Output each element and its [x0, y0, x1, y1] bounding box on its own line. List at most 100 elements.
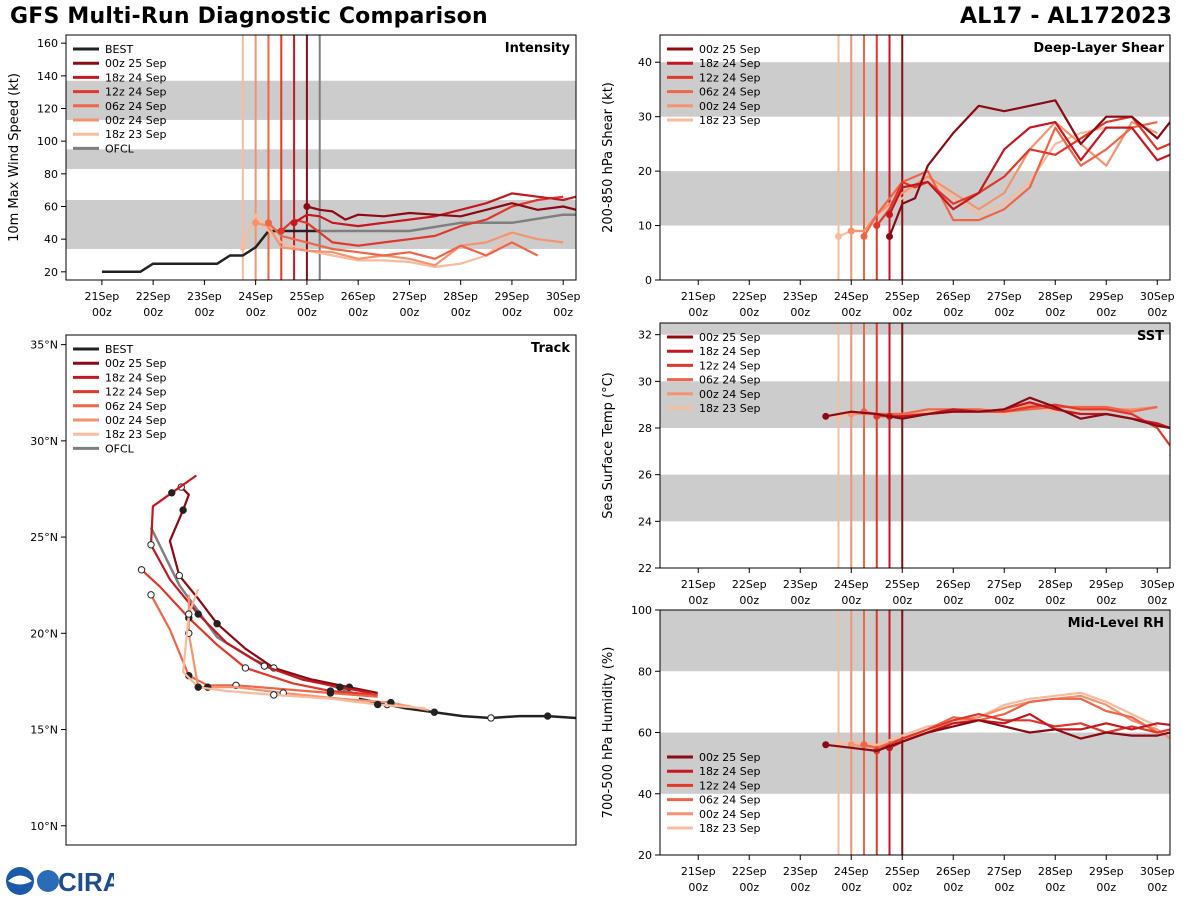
y-tick-label: 20	[638, 165, 652, 178]
x-tick-label: 27Sep	[987, 290, 1022, 303]
x-tick-label: 21Sep	[681, 578, 716, 591]
x-tick-label: 26Sep	[936, 578, 971, 591]
x-tick-label: 30Sep	[1140, 578, 1175, 591]
panel-title: Deep-Layer Shear	[1033, 41, 1164, 56]
legend-label: 18z 24 Sep	[105, 71, 167, 84]
globe-icon	[37, 870, 59, 892]
init-point	[860, 741, 868, 749]
y-tick-label: 22	[638, 562, 652, 575]
x-tick-label: 25Sep	[885, 865, 920, 878]
x-tick-label: 29Sep	[1089, 865, 1124, 878]
panel-sst: 22 24 26 28 30 32 21Sep 00z 22Sep 00z 23Sep 00z 24Se…	[601, 322, 1175, 607]
x-tick-label: 26Sep	[341, 290, 376, 303]
init-point	[303, 203, 311, 210]
y-tick-label: 60	[638, 727, 652, 740]
x-tick-label: 25Sep	[885, 290, 920, 303]
y-axis-label: Sea Surface Temp (°C)	[601, 372, 616, 519]
track-position-marker	[373, 700, 382, 709]
legend-label: 06z 24 Sep	[699, 794, 761, 807]
y-tick-label: 35°N	[30, 339, 58, 352]
x-tick-label: 25Sep	[885, 578, 920, 591]
x-tick-label: 23Sep	[783, 290, 818, 303]
threshold-band	[66, 80, 576, 120]
x-tick-sublabel: 00z	[297, 306, 317, 319]
y-tick-label: 120	[37, 103, 58, 116]
x-tick-label: 30Sep	[1140, 865, 1175, 878]
y-tick-label: 60	[44, 201, 58, 214]
page-title: GFS Multi-Run Diagnostic Comparison	[10, 4, 488, 29]
x-tick-label: 26Sep	[936, 865, 971, 878]
y-tick-label: 0	[645, 274, 652, 287]
x-tick-sublabel: 00z	[1096, 881, 1116, 894]
legend-label: OFCL	[105, 142, 135, 155]
track-position-marker	[241, 664, 250, 672]
x-tick-label: 22Sep	[732, 290, 767, 303]
panel-rh: 20 40 60 80 100 21Sep 00z 22Sep 00z 23Sep 00z 24Sep…	[601, 604, 1175, 894]
panel-title: Mid-Level RH	[1068, 616, 1164, 631]
x-tick-sublabel: 00z	[790, 594, 810, 607]
init-point	[860, 232, 868, 240]
y-tick-label: 20°N	[30, 627, 58, 640]
legend-label: 18z 24 Sep	[699, 57, 761, 70]
x-tick-sublabel: 00z	[994, 594, 1014, 607]
init-point	[264, 219, 272, 227]
y-tick-label: 80	[638, 665, 652, 678]
x-tick-label: 21Sep	[85, 290, 120, 303]
legend-label: 00z 24 Sep	[105, 414, 167, 427]
x-tick-sublabel: 00z	[1147, 881, 1167, 894]
legend-label: 00z 25 Sep	[699, 331, 761, 344]
x-tick-sublabel: 00z	[841, 306, 861, 319]
x-tick-label: 28Sep	[1038, 578, 1073, 591]
x-tick-label: 27Sep	[987, 865, 1022, 878]
x-tick-label: 24Sep	[834, 578, 869, 591]
track-position-marker	[270, 691, 278, 699]
x-tick-sublabel: 00z	[739, 306, 759, 319]
y-tick-label: 28	[638, 422, 652, 435]
legend-label: 00z 25 Sep	[699, 751, 761, 764]
track-position-marker	[179, 506, 187, 514]
x-tick-label: 29Sep	[495, 290, 530, 303]
legend-label: 18z 24 Sep	[699, 345, 761, 358]
x-tick-label: 25Sep	[290, 290, 325, 303]
panel-intensity: 20 40 60 80 100 120 140 160 21Sep 00z 22Sep 00z 23Se…	[7, 34, 581, 319]
panel-frame	[65, 34, 577, 281]
threshold-band	[660, 381, 1170, 428]
track-position-marker	[175, 571, 184, 580]
x-tick-sublabel: 00z	[502, 306, 522, 319]
legend-label: 00z 24 Sep	[699, 808, 761, 821]
track-position-marker	[213, 619, 221, 628]
x-tick-sublabel: 00z	[92, 306, 112, 319]
x-tick-label: 24Sep	[238, 290, 273, 303]
panel-title: Track	[531, 341, 570, 356]
init-point	[822, 741, 830, 749]
y-tick-label: 140	[37, 70, 58, 83]
legend-label: 12z 24 Sep	[105, 386, 167, 399]
x-tick-label: 28Sep	[443, 290, 478, 303]
x-tick-sublabel: 00z	[790, 881, 810, 894]
x-tick-sublabel: 00z	[1096, 594, 1116, 607]
legend-label: 06z 24 Sep	[105, 100, 167, 113]
plot-area	[137, 474, 576, 722]
y-tick-label: 24	[638, 515, 652, 528]
legend-label: 12z 24 Sep	[699, 779, 761, 792]
x-tick-label: 29Sep	[1089, 290, 1124, 303]
series-line-12z-24-sep	[140, 568, 378, 696]
series-line-18z-23-sep	[838, 691, 1158, 746]
series-line-06z-24-sep	[267, 222, 539, 260]
series-line-00z-25-sep	[306, 202, 576, 221]
x-tick-sublabel: 00z	[688, 306, 708, 319]
x-tick-sublabel: 00z	[943, 306, 963, 319]
y-axis-label: 700-500 hPa Humidity (%)	[601, 647, 616, 819]
legend-label: 12z 24 Sep	[699, 71, 761, 84]
legend-label: 12z 24 Sep	[105, 86, 167, 99]
series-line-00z-25-sep	[888, 99, 1170, 237]
track-position-marker	[326, 689, 335, 697]
legend-label: 18z 24 Sep	[699, 765, 761, 778]
x-tick-sublabel: 00z	[892, 594, 912, 607]
x-tick-sublabel: 00z	[994, 306, 1014, 319]
noaa-bird-icon	[8, 875, 32, 885]
y-tick-label: 15°N	[30, 724, 58, 737]
series-line-ofcl	[319, 213, 576, 233]
x-tick-label: 29Sep	[1089, 578, 1124, 591]
x-tick-label: 21Sep	[681, 290, 716, 303]
